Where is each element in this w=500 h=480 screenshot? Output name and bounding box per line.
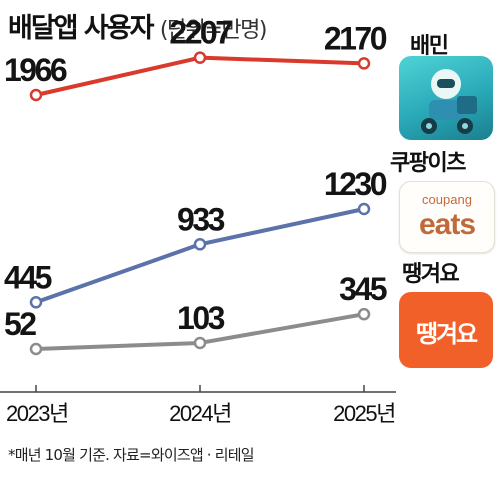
title-text: 배달앱 사용자: [8, 13, 154, 44]
data-point-0-1: [193, 51, 207, 64]
data-point-1-1: [193, 238, 207, 251]
data-label-1-0: 445: [4, 259, 52, 295]
data-point-1-0: [29, 296, 43, 309]
coupang-logo-small-text: coupang: [422, 192, 472, 207]
data-point-2-1: [193, 336, 207, 350]
baemin-rider-icon: [421, 69, 477, 134]
footnote: *매년 10월 기준. 자료=와이즈앱 · 리테일: [8, 446, 255, 464]
coupang-eats-logo: coupang eats: [399, 181, 495, 253]
x-tick-label-0: 2023년: [6, 401, 68, 426]
data-label-1-2: 1230: [324, 166, 387, 202]
data-label-1-1: 933: [177, 201, 225, 237]
data-label-0-0: 1966: [4, 52, 67, 88]
chart-title: 배달앱 사용자 (단위=만명): [8, 6, 268, 45]
data-label-0-1: 2207: [169, 15, 232, 51]
data-point-2-2: [357, 307, 371, 321]
brand-label-baemin: 배민: [410, 34, 449, 59]
data-label-2-1: 103: [177, 300, 225, 336]
x-tick-label-1: 2024년: [169, 401, 231, 426]
series-points: [29, 51, 371, 356]
coupang-logo-big-text: eats: [418, 208, 476, 241]
data-label-2-2: 345: [339, 271, 387, 307]
data-point-1-2: [357, 202, 371, 216]
ddang-logo-text: 땡겨요: [415, 320, 478, 348]
unit-label: (단위=만명): [159, 18, 268, 43]
brand-label-ddang: 땡겨요: [402, 262, 460, 287]
brand-label-coupang: 쿠팡이츠: [390, 151, 466, 176]
x-tick-label-2: 2025년: [333, 401, 395, 426]
data-labels: 1966 2207 2170 445 933 1230 52 103 345: [4, 15, 389, 342]
data-point-0-0: [29, 88, 43, 102]
data-point-0-2: [357, 57, 371, 70]
baemin-logo: [399, 56, 493, 140]
ddanggyeoyo-logo: 땡겨요: [399, 292, 493, 368]
data-label-0-2: 2170: [324, 20, 387, 56]
data-point-2-0: [29, 342, 43, 356]
line-chart: 1966 2207 2170 445 933 1230 52 103 345 2023년 2024…: [0, 15, 396, 426]
data-label-2-0: 52: [4, 306, 36, 342]
x-ticks: 2023년 2024년 2025년: [6, 385, 396, 426]
